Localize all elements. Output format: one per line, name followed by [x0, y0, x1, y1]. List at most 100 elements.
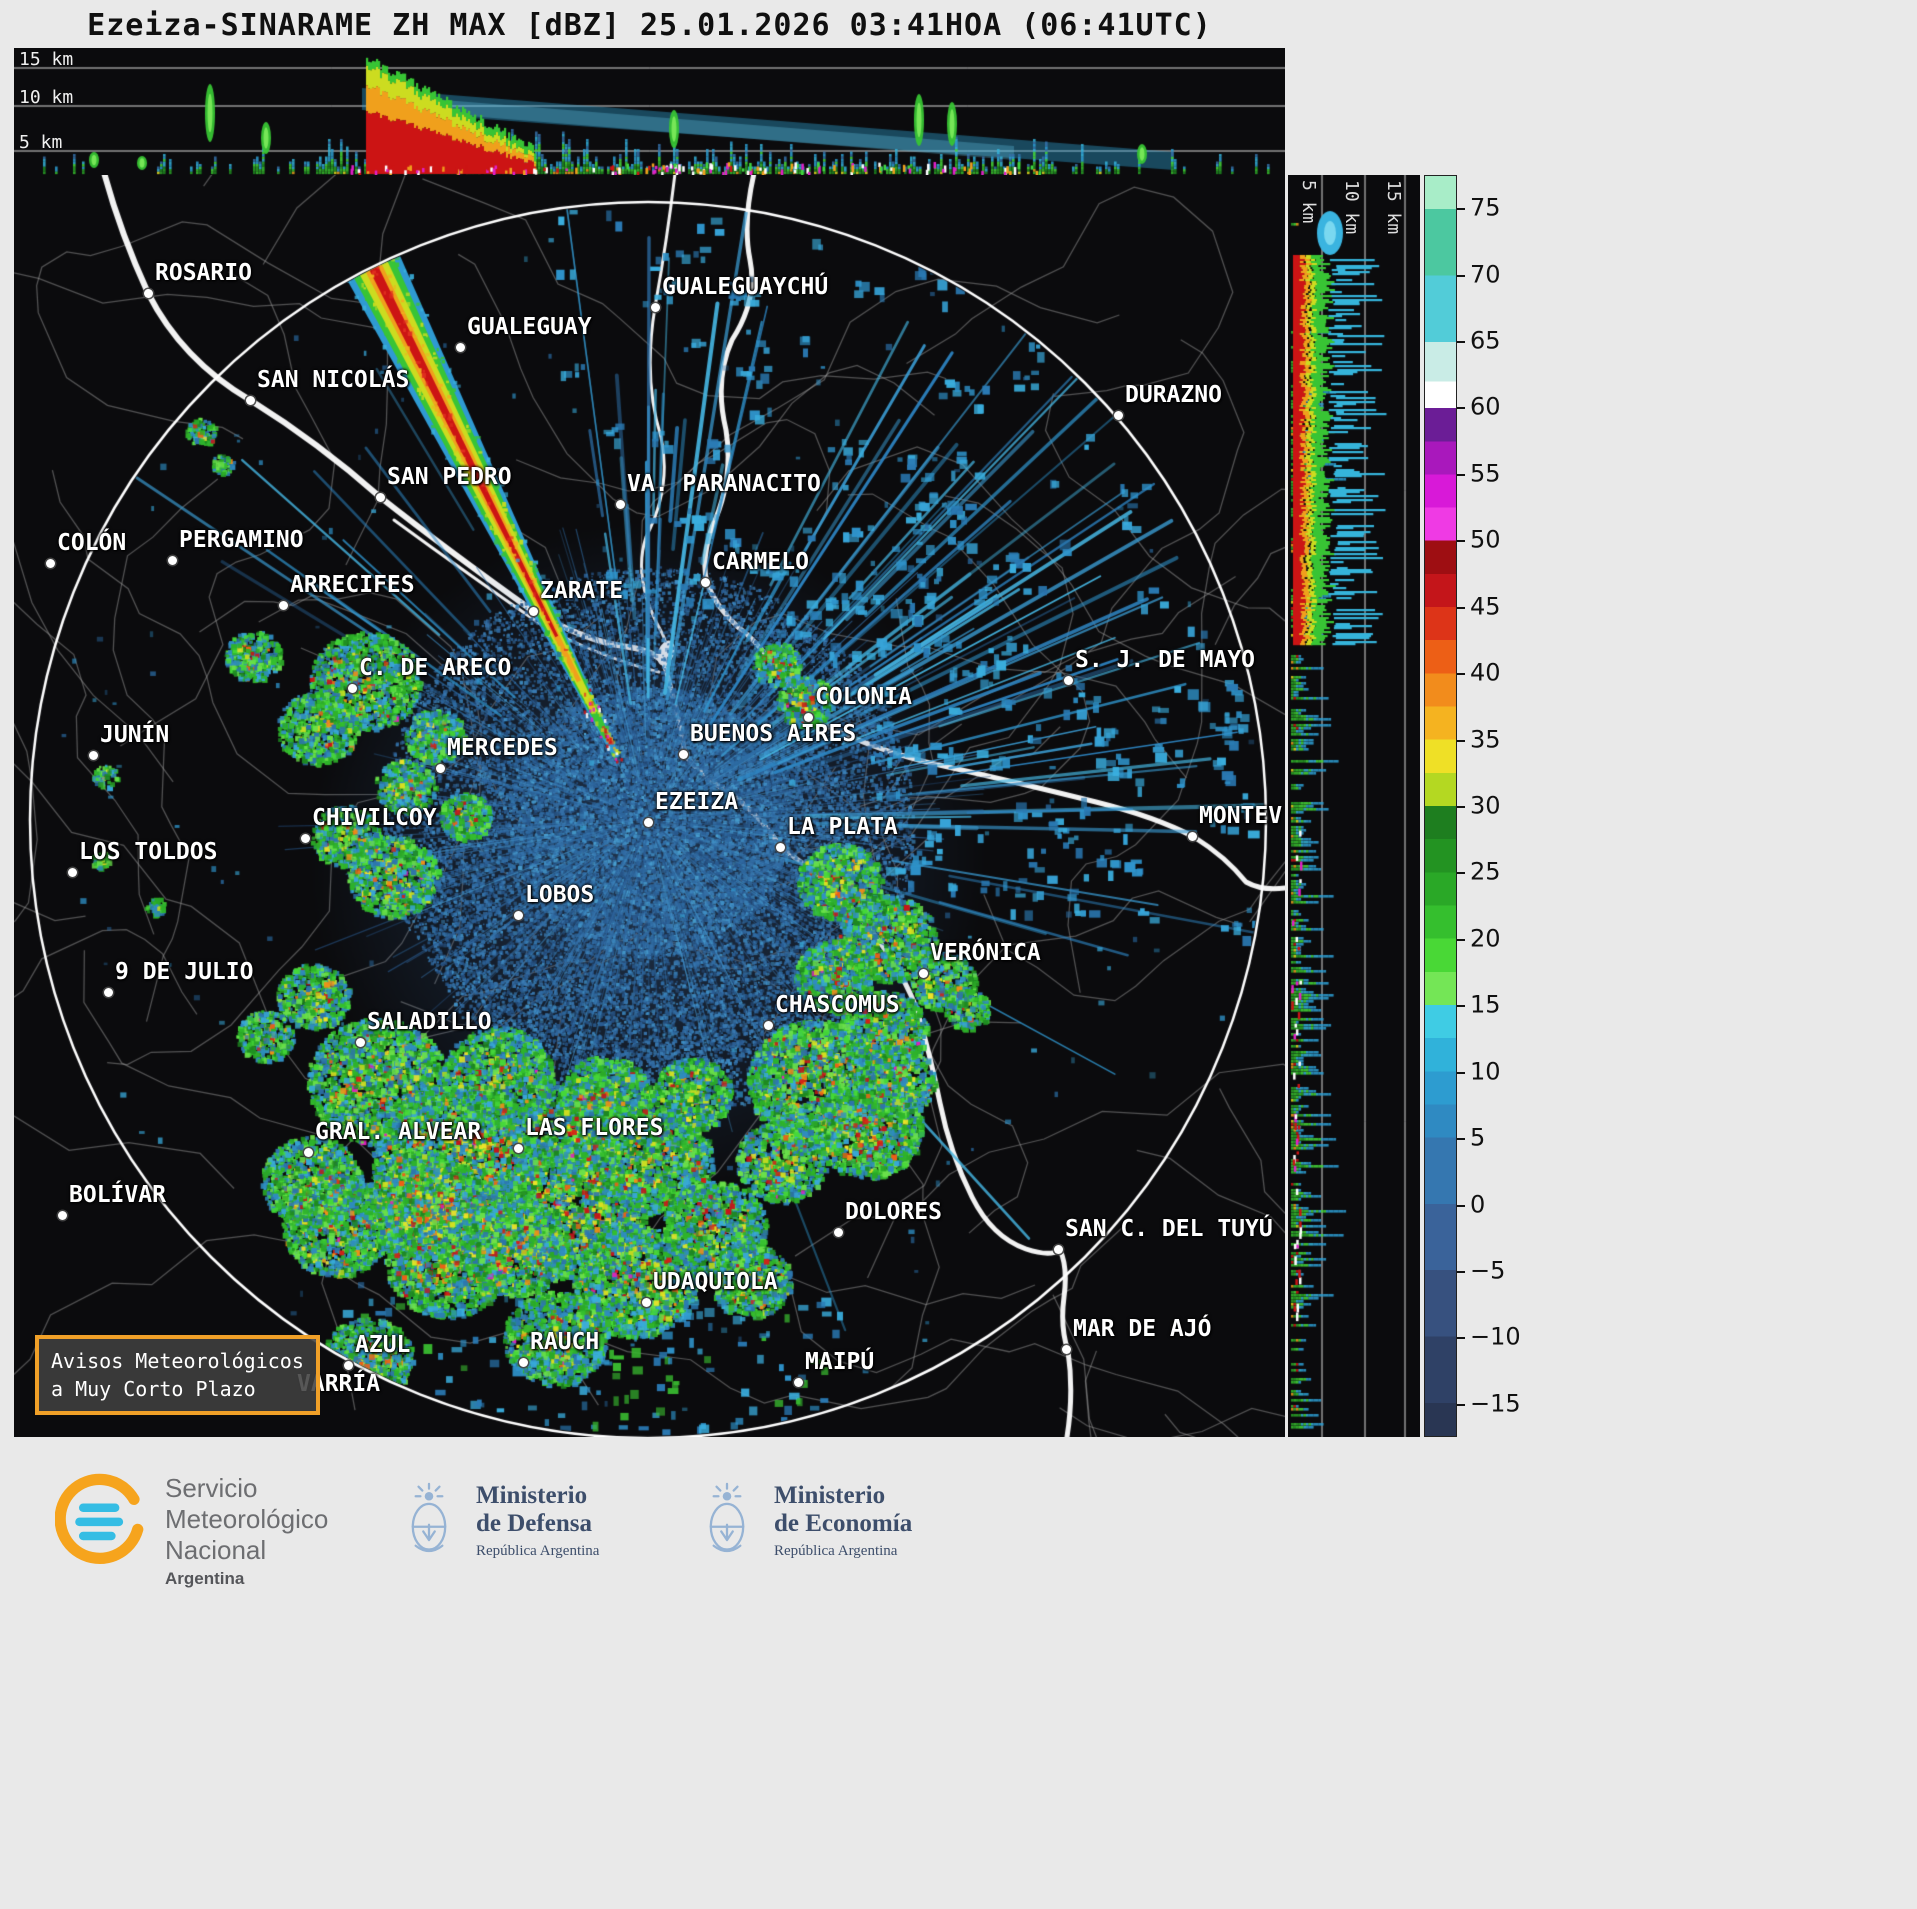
city-marker-dot	[514, 911, 523, 920]
city-label: CHIVILCOY	[312, 805, 437, 831]
colorbar-tickmark	[1457, 407, 1465, 410]
city-label: GUALEGUAY	[467, 314, 592, 340]
ministry-economia-wordmark: Ministerio de Economía República Argenti…	[774, 1482, 912, 1560]
city-label: LOS TOLDOS	[79, 839, 218, 865]
city-label: S. J. DE MAYO	[1075, 647, 1256, 673]
ministry-defensa-block: Ministerio de Defensa República Argentin…	[400, 1481, 599, 1561]
colorbar-tickmark	[1457, 606, 1465, 609]
radar-echo-canvas	[14, 175, 1285, 1437]
city-marker-dot	[456, 343, 465, 352]
city-marker-dot	[1062, 1345, 1071, 1354]
city-marker-dot	[348, 684, 357, 693]
colorbar-tickmark	[1457, 872, 1465, 875]
city-marker-dot	[279, 601, 288, 610]
city-label: SAN PEDRO	[387, 464, 512, 490]
city-label: ROSARIO	[155, 260, 252, 286]
argentina-coat-of-arms-icon	[709, 1482, 745, 1553]
colorbar-tick-label: 70	[1470, 260, 1501, 289]
alert-box: Avisos Meteorológicos a Muy Corto Plazo	[35, 1335, 320, 1415]
height-label-15km: 15 km	[19, 49, 74, 70]
right-cross-section-canvas	[1288, 175, 1420, 1437]
city-marker-dot	[644, 818, 653, 827]
city-label: C. DE ARECO	[359, 655, 512, 681]
colorbar-tickmark	[1457, 1204, 1465, 1207]
city-marker-dot	[764, 1021, 773, 1030]
city-marker-dot	[356, 1038, 365, 1047]
colorbar-tickmark	[1457, 274, 1465, 277]
city-label: VERÓNICA	[930, 940, 1041, 966]
city-label: MAR DE AJÓ	[1073, 1316, 1212, 1342]
colorbar-tick-label: 60	[1470, 392, 1501, 421]
colorbar-tickmark	[1457, 1337, 1465, 1340]
city-label: DOLORES	[845, 1199, 942, 1225]
colorbar-tickmark	[1457, 208, 1465, 211]
city-marker-dot	[301, 834, 310, 843]
colorbar-tickmark	[1457, 540, 1465, 543]
city-label: COLÓN	[57, 530, 127, 556]
city-marker-dot	[679, 750, 688, 759]
city-label: BUENOS AIRES	[690, 721, 857, 747]
city-label: 9 DE JULIO	[115, 959, 254, 985]
colorbar-tick-label: 20	[1470, 924, 1501, 953]
colorbar-tickmark	[1457, 341, 1465, 344]
colorbar-tick-label: 0	[1470, 1189, 1486, 1218]
ministry-economia-block: Ministerio de Economía República Argenti…	[698, 1481, 912, 1561]
city-marker-dot	[919, 969, 928, 978]
colorbar-tick-label: 40	[1470, 658, 1501, 687]
smn-country: Argentina	[165, 1569, 245, 1588]
city-label: GUALEGUAYCHÚ	[662, 274, 829, 300]
smn-logo-icon	[55, 1473, 144, 1564]
right-cross-section-panel: 5 km 10 km 15 km	[1288, 175, 1420, 1437]
city-label: CARMELO	[712, 549, 809, 575]
city-label: UDAQUIOLA	[653, 1269, 778, 1295]
city-marker-dot	[514, 1144, 523, 1153]
colorbar-tickmark	[1457, 1403, 1465, 1406]
height-label-10km: 10 km	[19, 87, 74, 108]
city-label: MERCEDES	[447, 735, 558, 761]
city-label: MAIPÚ	[805, 1349, 875, 1375]
colorbar-tick-label: 30	[1470, 791, 1501, 820]
colorbar-tick-label: 25	[1470, 857, 1501, 886]
city-marker-dot	[436, 764, 445, 773]
city-marker-dot	[1064, 676, 1073, 685]
colorbar-tick-label: 15	[1470, 990, 1501, 1019]
city-marker-dot	[344, 1361, 353, 1370]
smn-line1: Servicio	[165, 1473, 258, 1503]
city-label: COLONIA	[815, 684, 912, 710]
city-marker-dot	[58, 1211, 67, 1220]
colorbar-tick-label: 65	[1470, 326, 1501, 355]
city-label: SAN NICOLÁS	[257, 367, 410, 393]
city-label: BOLÍVAR	[69, 1182, 166, 1208]
colorbar-tickmark	[1457, 806, 1465, 808]
city-marker-dot	[1188, 832, 1197, 841]
city-label: CHASCOMUS	[775, 992, 900, 1018]
city-label: PERGAMINO	[179, 527, 304, 553]
colorbar-tick-label: 10	[1470, 1057, 1501, 1086]
city-marker-dot	[104, 988, 113, 997]
colorbar-tickmark	[1457, 1071, 1465, 1074]
city-marker-dot	[794, 1378, 803, 1387]
city-marker-dot	[304, 1148, 313, 1157]
alert-box-line1: Avisos Meteorológicos	[51, 1349, 304, 1373]
defensa-line2: de Defensa	[476, 1510, 592, 1537]
colorbar-tickmark	[1457, 1005, 1465, 1008]
city-marker-dot	[642, 1298, 651, 1307]
city-marker-dot	[804, 713, 813, 722]
height-label-5km-vert: 5 km	[1298, 180, 1319, 224]
city-marker-dot	[834, 1228, 843, 1237]
colorbar-tick-label: 5	[1470, 1123, 1486, 1152]
radar-map-panel: ROSARIO GUALEGUAYCHÚ GUALEGUAY SAN NICOL…	[14, 175, 1285, 1437]
height-label-5km: 5 km	[19, 132, 63, 153]
ministry-defensa-wordmark: Ministerio de Defensa República Argentin…	[476, 1482, 599, 1560]
city-label: GRAL. ALVEAR	[315, 1119, 482, 1145]
page-title: Ezeiza-SINARAME ZH MAX [dBZ] 25.01.2026 …	[87, 8, 1212, 43]
colorbar-gradient	[1424, 175, 1457, 1437]
city-marker-dot	[1114, 411, 1123, 420]
economia-line2: de Economía	[774, 1510, 913, 1537]
city-marker-dot	[529, 607, 538, 616]
economia-line1: Ministerio	[774, 1482, 886, 1509]
defensa-line3: República Argentina	[476, 1543, 600, 1559]
city-label: SALADILLO	[367, 1009, 492, 1035]
smn-logo-block: Servicio Meteorológico Nacional Argentin…	[55, 1473, 328, 1590]
top-cross-section-canvas	[14, 48, 1285, 175]
